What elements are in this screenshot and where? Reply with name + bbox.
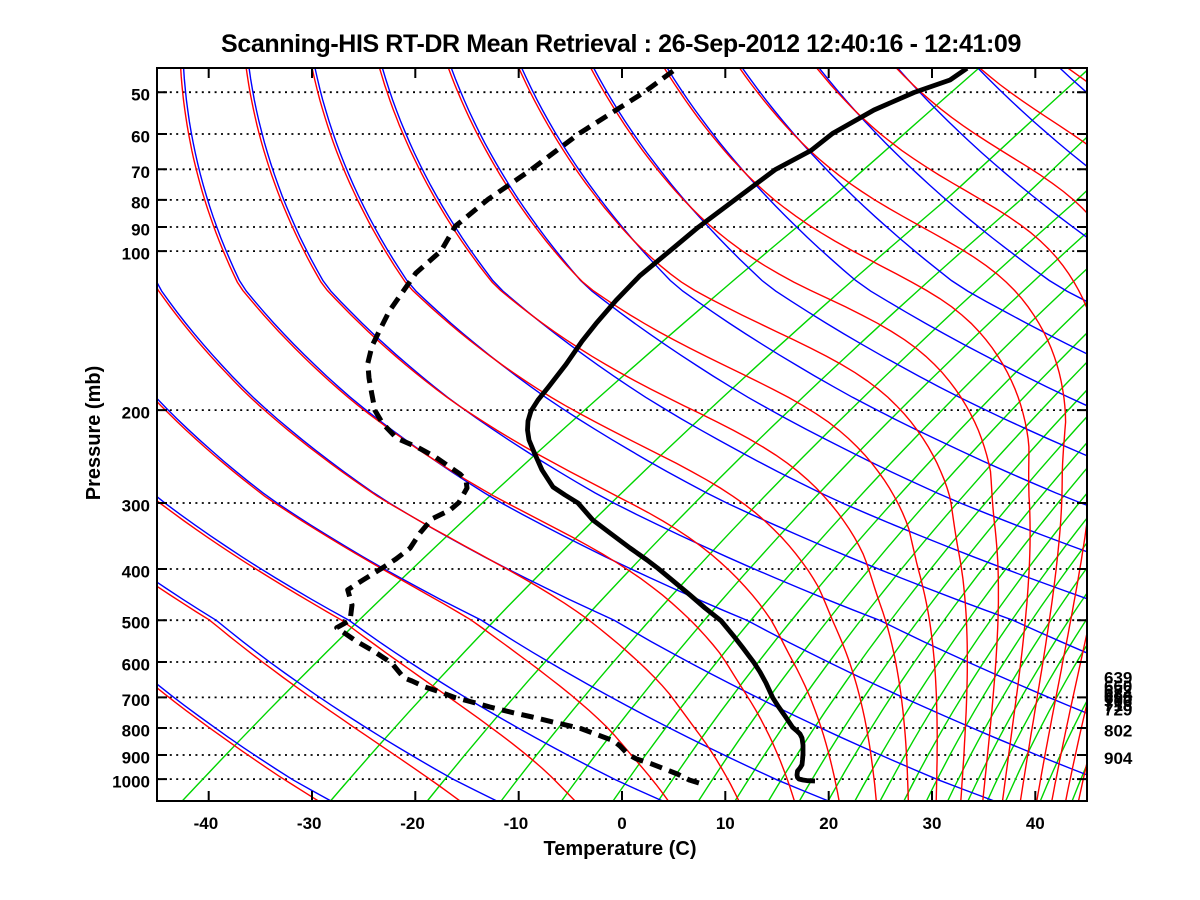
svg-text:300: 300 [122,497,150,516]
svg-text:684: 684 [1104,685,1133,704]
svg-text:40: 40 [1026,814,1045,833]
svg-text:60: 60 [131,128,150,147]
svg-text:500: 500 [122,614,150,633]
svg-text:639: 639 [1104,669,1132,688]
svg-text:660: 660 [1104,677,1132,696]
svg-text:100: 100 [122,245,150,264]
svg-text:695: 695 [1104,689,1132,708]
svg-text:30: 30 [923,814,942,833]
svg-text:Pressure (mb): Pressure (mb) [83,366,105,501]
svg-text:-40: -40 [194,814,219,833]
svg-text:0: 0 [617,814,626,833]
svg-text:802: 802 [1104,722,1132,741]
svg-text:200: 200 [122,404,150,423]
svg-text:706: 706 [1104,692,1132,711]
svg-text:600: 600 [122,656,150,675]
svg-text:672: 672 [1104,682,1132,701]
svg-text:70: 70 [131,163,150,182]
svg-text:700: 700 [122,691,150,710]
svg-text:800: 800 [122,722,150,741]
svg-text:Scanning-HIS RT-DR Mean Retrie: Scanning-HIS RT-DR Mean Retrieval : 26-S… [221,30,1021,58]
svg-text:904: 904 [1104,749,1133,768]
svg-text:900: 900 [122,749,150,768]
svg-text:1000: 1000 [112,773,150,792]
svg-text:-10: -10 [504,814,529,833]
svg-text:718: 718 [1104,696,1132,715]
svg-text:50: 50 [131,86,150,105]
svg-text:-20: -20 [400,814,425,833]
svg-text:10: 10 [716,814,735,833]
svg-text:400: 400 [122,563,150,582]
svg-text:80: 80 [131,193,150,212]
svg-text:-30: -30 [297,814,322,833]
svg-text:729: 729 [1104,701,1132,720]
svg-text:Temperature (C): Temperature (C) [544,838,697,860]
svg-text:20: 20 [819,814,838,833]
svg-text:90: 90 [131,221,150,240]
